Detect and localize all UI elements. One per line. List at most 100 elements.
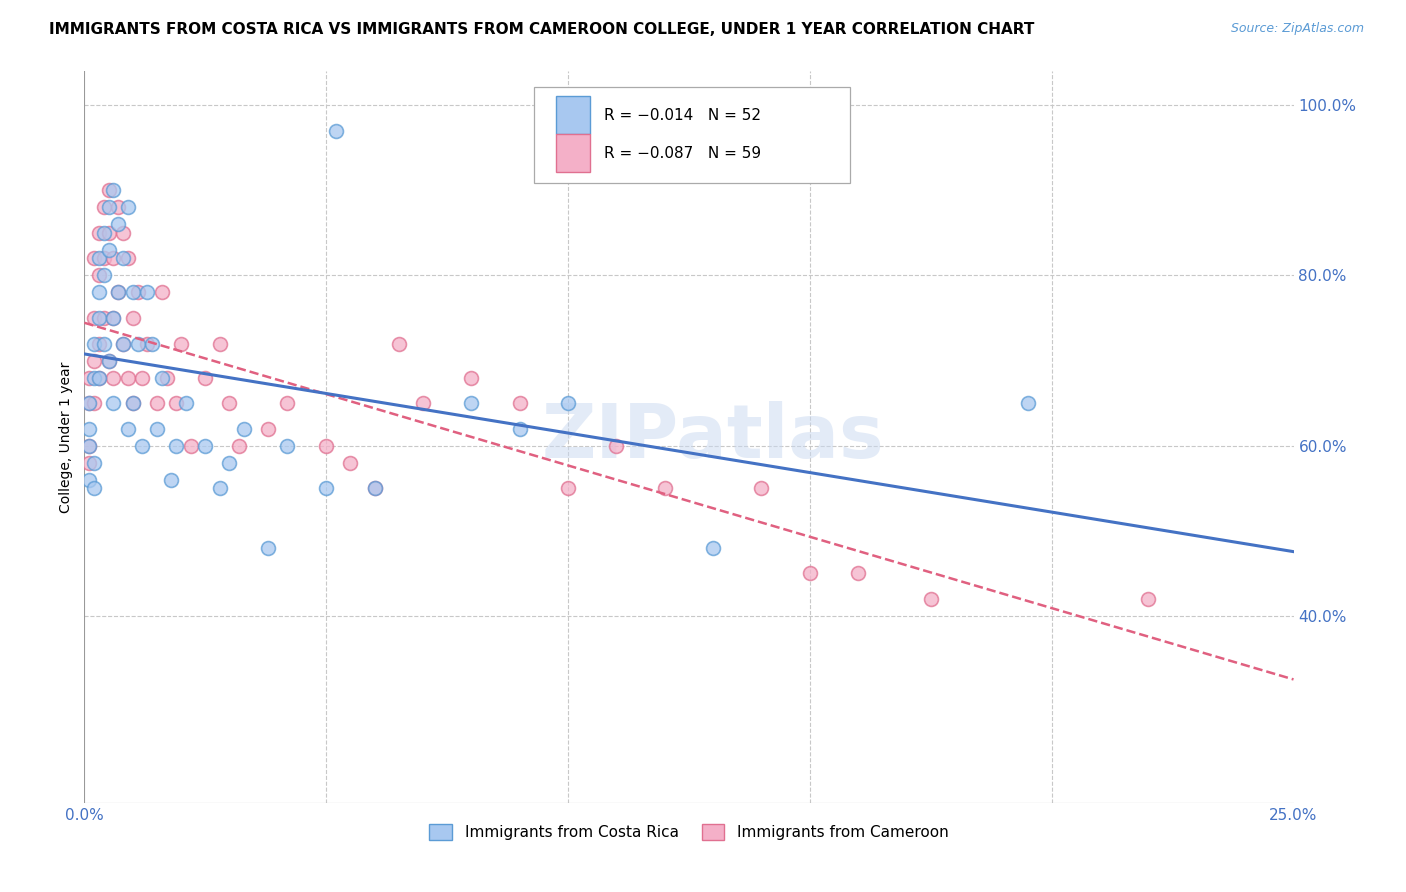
Point [194,439,217,453]
Y-axis label: College, Under 1 year: College, Under 1 year [59,361,73,513]
FancyBboxPatch shape [534,87,849,183]
Point [103,183,125,197]
Point [112,252,135,266]
Point [136,336,159,351]
Point [208,336,231,351]
Point [363,481,385,495]
Point [160,473,183,487]
Point [218,456,240,470]
Point [103,311,125,326]
Point [93,252,115,266]
Point [103,311,125,326]
Point [83,481,105,495]
Point [77,473,100,487]
Point [136,285,159,300]
Point [117,252,139,266]
Point [1137,591,1160,606]
Point [257,541,280,555]
Point [87,370,110,384]
Point [83,456,105,470]
Point [121,311,143,326]
Text: R = −0.087   N = 59: R = −0.087 N = 59 [605,145,762,161]
Point [509,396,531,410]
FancyBboxPatch shape [555,135,589,172]
Point [131,370,153,384]
Point [233,421,256,435]
Point [97,183,120,197]
Point [93,201,115,215]
Point [170,336,193,351]
Text: IMMIGRANTS FROM COSTA RICA VS IMMIGRANTS FROM CAMEROON COLLEGE, UNDER 1 YEAR COR: IMMIGRANTS FROM COSTA RICA VS IMMIGRANTS… [49,22,1035,37]
Point [83,311,105,326]
Point [155,370,177,384]
Point [93,336,115,351]
Point [180,439,202,453]
Point [557,481,579,495]
Point [315,439,337,453]
Legend: Immigrants from Costa Rica, Immigrants from Cameroon: Immigrants from Costa Rica, Immigrants f… [423,818,955,847]
Point [103,252,125,266]
Point [107,285,129,300]
Point [702,541,724,555]
Point [77,370,100,384]
Point [557,396,579,410]
Point [87,268,110,283]
Point [150,370,173,384]
Point [87,285,110,300]
Point [77,396,100,410]
Text: Source: ZipAtlas.com: Source: ZipAtlas.com [1230,22,1364,36]
Point [194,370,217,384]
Text: ZIPatlas: ZIPatlas [541,401,884,474]
Point [77,439,100,453]
Point [93,268,115,283]
Point [77,439,100,453]
Point [107,218,129,232]
Point [103,370,125,384]
Point [509,421,531,435]
Point [799,566,821,581]
Point [83,353,105,368]
Point [1017,396,1039,410]
Point [117,421,139,435]
Point [174,396,197,410]
Point [165,396,187,410]
Point [87,370,110,384]
Point [150,285,173,300]
Point [146,421,169,435]
Point [107,285,129,300]
Point [87,252,110,266]
Point [103,396,125,410]
Point [208,481,231,495]
Point [117,370,139,384]
Point [83,396,105,410]
Point [93,311,115,326]
Point [97,201,120,215]
Point [141,336,163,351]
Point [127,285,149,300]
Point [83,252,105,266]
Point [276,396,298,410]
Point [388,336,411,351]
Point [121,285,143,300]
Point [107,201,129,215]
Point [93,226,115,240]
Point [112,336,135,351]
Point [97,353,120,368]
Point [83,336,105,351]
Point [77,456,100,470]
Point [315,481,337,495]
Point [97,226,120,240]
Point [218,396,240,410]
Point [276,439,298,453]
Point [228,439,250,453]
Point [751,481,773,495]
Point [363,481,385,495]
Point [87,311,110,326]
Point [117,201,139,215]
Point [77,396,100,410]
Point [339,456,361,470]
Point [97,353,120,368]
Point [97,243,120,257]
Point [131,439,153,453]
Point [146,396,169,410]
